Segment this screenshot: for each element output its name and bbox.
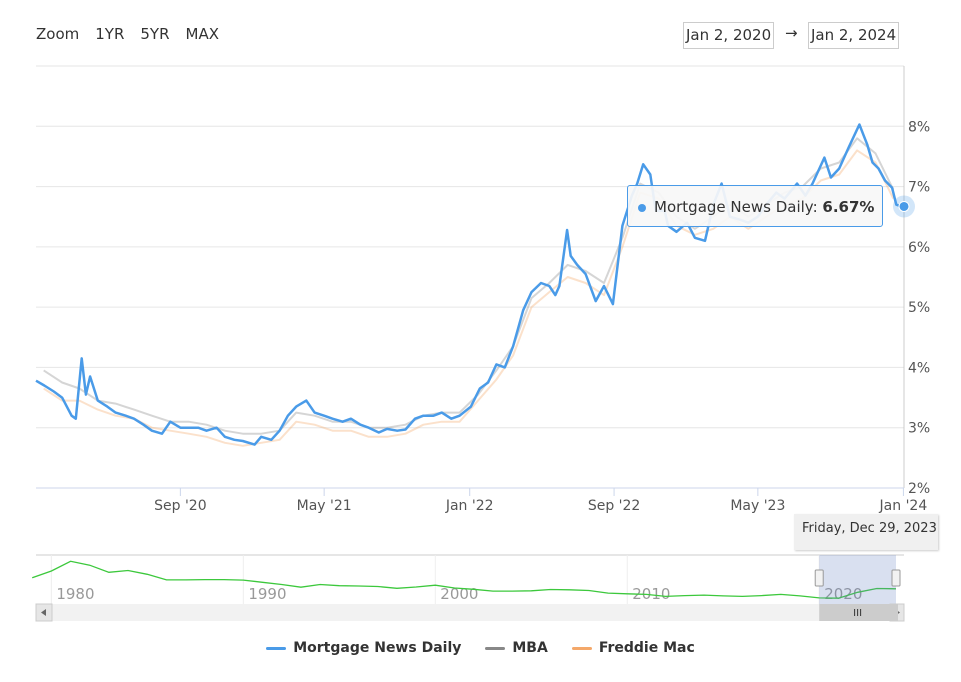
x-tick-label: Sep '22 xyxy=(588,498,641,514)
y-tick-label: 8% xyxy=(908,119,930,135)
arrow-icon: → xyxy=(785,24,798,42)
navigator-tick-label: 2010 xyxy=(632,585,670,603)
legend-line-icon xyxy=(485,646,506,650)
legend-item-mnd[interactable]: Mortgage News Daily xyxy=(266,640,461,656)
legend-label: Freddie Mac xyxy=(598,640,695,656)
tooltip: Mortgage News Daily: 6.67% xyxy=(627,185,883,227)
crosshair-date-label: Friday, Dec 29, 2023 xyxy=(794,514,938,550)
range-selector: Zoom 1YR 5YR MAX xyxy=(36,25,235,43)
scrollbar-track[interactable] xyxy=(36,604,904,621)
y-tick-label: 3% xyxy=(908,421,930,437)
navigator-series-line xyxy=(31,560,897,599)
x-tick-label: Jan '22 xyxy=(445,498,494,514)
navigator-handle-right[interactable] xyxy=(891,569,901,587)
series-dot-icon xyxy=(638,203,646,212)
series-line-mba xyxy=(43,137,895,435)
x-tick-label: Jan '24 xyxy=(879,498,928,514)
scrollbar-thumb[interactable] xyxy=(819,604,898,621)
tooltip-sep: : xyxy=(812,198,823,216)
legend-line-icon xyxy=(571,646,592,650)
hover-point xyxy=(898,200,910,212)
zoom-label: Zoom xyxy=(36,25,80,43)
tooltip-value: 6.67% xyxy=(822,198,875,216)
chevron-left-icon xyxy=(41,609,46,616)
legend-item-freddie-mac[interactable]: Freddie Mac xyxy=(571,640,695,656)
legend-item-mba[interactable]: MBA xyxy=(485,640,548,656)
navigator-tick-label: 1990 xyxy=(248,585,286,603)
y-tick-label: 5% xyxy=(908,300,930,316)
y-tick-label: 7% xyxy=(908,180,930,196)
series-line-mortgage-news-daily xyxy=(35,123,903,446)
y-tick-label: 6% xyxy=(908,240,930,256)
zoom-1yr-button[interactable]: 1YR xyxy=(95,25,125,43)
zoom-5yr-button[interactable]: 5YR xyxy=(140,25,170,43)
x-tick-label: May '21 xyxy=(297,498,352,514)
to-date-input[interactable]: Jan 2, 2024 xyxy=(808,22,900,49)
zoom-max-button[interactable]: MAX xyxy=(185,25,220,43)
navigator-handle-left[interactable] xyxy=(814,569,824,587)
legend-line-icon xyxy=(266,646,287,650)
from-date-input[interactable]: Jan 2, 2020 xyxy=(683,22,775,49)
legend: Mortgage News Daily MBA Freddie Mac xyxy=(0,640,961,656)
x-tick-label: May '23 xyxy=(730,498,785,514)
tooltip-series: Mortgage News Daily xyxy=(654,198,813,216)
navigator-tick-label: 1980 xyxy=(56,585,94,603)
y-tick-label: 2% xyxy=(908,481,930,497)
legend-label: Mortgage News Daily xyxy=(293,640,462,656)
x-tick-label: Sep '20 xyxy=(154,498,207,514)
legend-label: MBA xyxy=(512,640,548,656)
y-tick-label: 4% xyxy=(908,360,930,376)
navigator-selection xyxy=(819,555,896,604)
